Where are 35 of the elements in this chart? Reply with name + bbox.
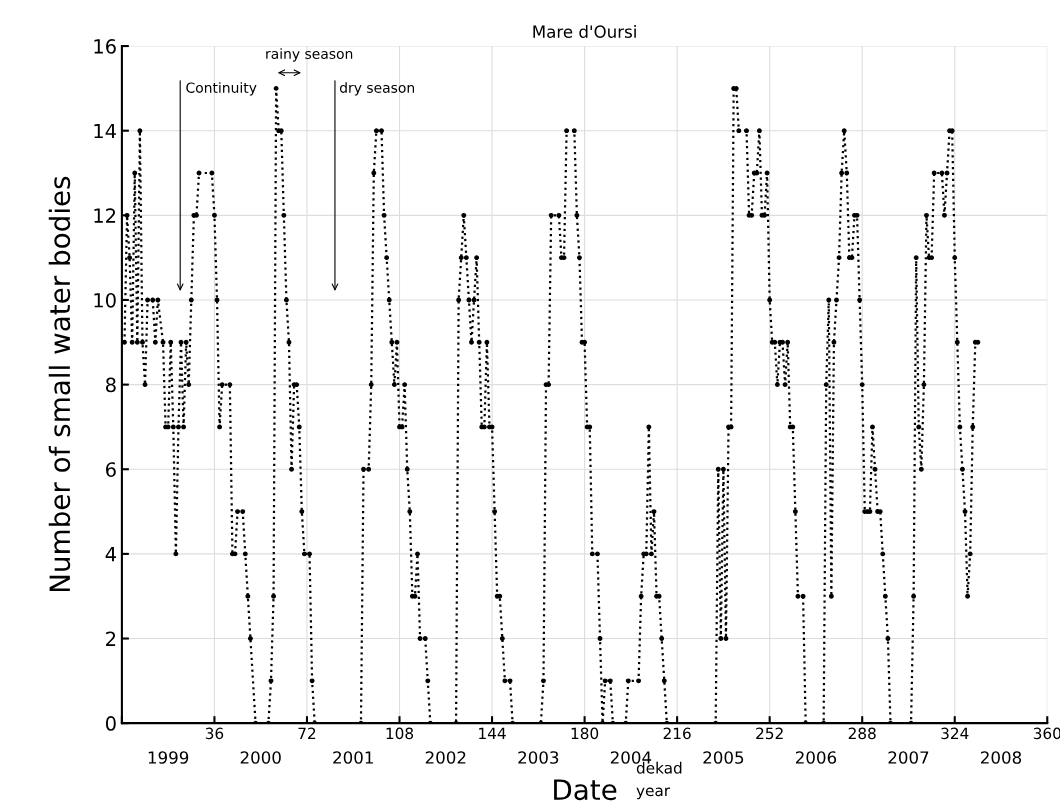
y-tick-label: 12: [94, 208, 116, 223]
x-tick-label: 360: [1033, 727, 1060, 740]
y-tick-label: 2: [106, 631, 116, 646]
x-tick-label: 72: [298, 727, 316, 739]
x-tick-label: 144: [479, 727, 506, 739]
x2-tick-label: 1999: [148, 751, 189, 764]
y-tick-label: 0: [105, 716, 116, 731]
y-axis-title: Number of small water bodies: [48, 176, 71, 592]
y-tick-label: 8: [105, 377, 116, 393]
y-tick-label: 6: [106, 462, 116, 477]
x2-tick-label: 2002: [425, 751, 466, 764]
x2-tick-label: 2001: [333, 751, 373, 764]
x-tick-label: 324: [941, 727, 969, 740]
x-axis-title: Date: [554, 779, 617, 801]
annotation: rainy season: [266, 48, 353, 62]
x2-tick-label: 2007: [888, 751, 929, 764]
x-tick-label: 252: [756, 727, 783, 740]
x2-tick-label: 2005: [703, 751, 744, 764]
y-tick-label: 14: [94, 123, 116, 139]
text: year: [636, 787, 671, 800]
x-tick-label: 180: [571, 727, 599, 740]
y-tick-label: 4: [105, 547, 116, 562]
y-tick-label: 10: [94, 292, 116, 308]
y-tick-label: 16: [94, 39, 116, 54]
annotation: Continuity: [186, 82, 257, 96]
x2-tick-label: 2008: [981, 751, 1022, 764]
x2-tick-label: 2006: [795, 751, 837, 764]
x-tick-label: 216: [663, 727, 691, 740]
annotation: dry season: [339, 82, 415, 96]
x2-tick-label: 2003: [518, 751, 559, 764]
chart-title: Mare d'Oursi: [533, 25, 636, 38]
x-tick-label: 108: [386, 727, 414, 740]
x2-tick-label: 2000: [240, 751, 281, 764]
x-tick-label: 288: [848, 727, 876, 740]
x-tick-label: 36: [205, 727, 224, 740]
